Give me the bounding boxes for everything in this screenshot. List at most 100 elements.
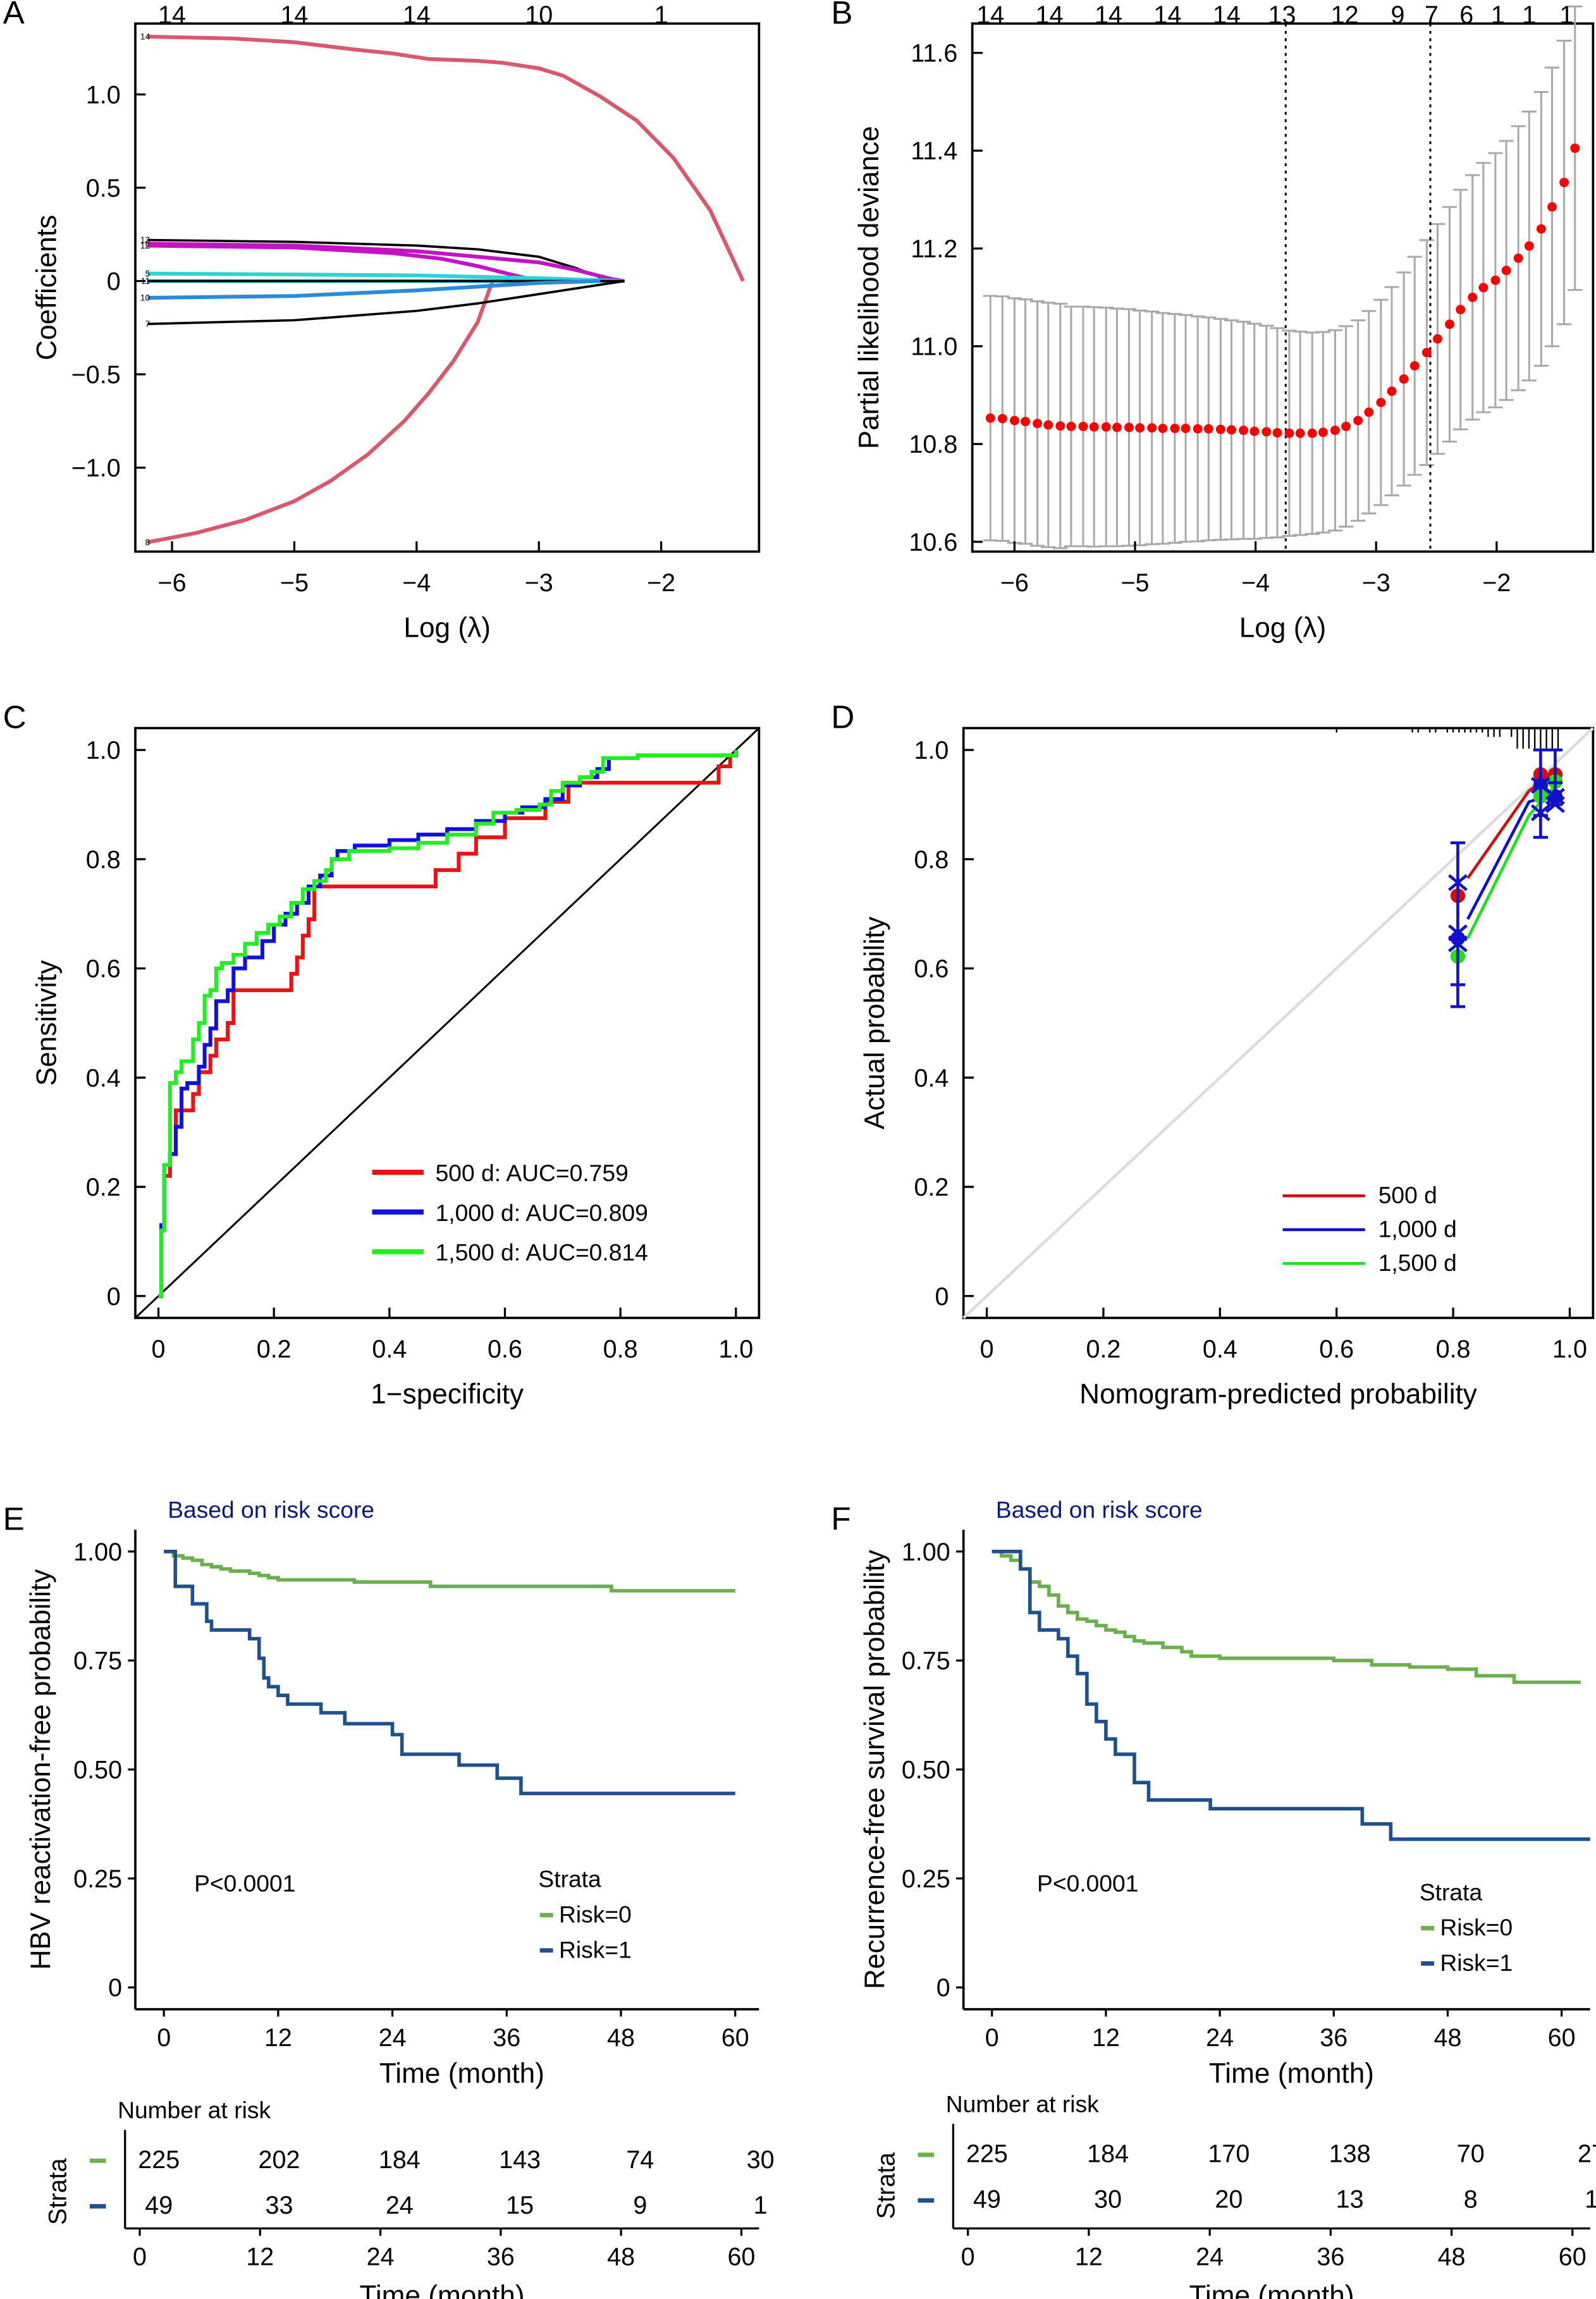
risk-count: 202 xyxy=(259,2146,300,2174)
plot-frame xyxy=(962,726,1595,1320)
deviance-point xyxy=(1066,421,1076,431)
deviance-point xyxy=(1203,424,1213,434)
top-tick-label: 12 xyxy=(1331,1,1359,29)
deviance-point xyxy=(1227,425,1236,435)
y-tick-label: 0.8 xyxy=(86,846,121,874)
x-tick-label: 60 xyxy=(721,2024,749,2052)
x-axis-title: Time (month) xyxy=(379,2058,544,2089)
deviance-point xyxy=(1021,417,1030,427)
y-tick-label: 11.4 xyxy=(911,137,957,165)
risk-x-tick-label: 24 xyxy=(367,2243,395,2271)
y-axis-title: Actual probability xyxy=(859,917,890,1130)
x-tick-label: 0 xyxy=(985,2024,999,2052)
risk-count: 225 xyxy=(138,2146,180,2174)
x-tick-label: 0.4 xyxy=(372,1335,407,1363)
risk-count: 138 xyxy=(1329,2140,1371,2168)
risk-count: 1 xyxy=(754,2192,768,2219)
x-tick-label: 0.6 xyxy=(488,1335,522,1363)
deviance-point xyxy=(1433,334,1442,344)
y-tick-label: 0.2 xyxy=(914,1174,948,1201)
deviance-point xyxy=(1147,423,1157,433)
deviance-point xyxy=(1284,428,1294,438)
x-tick-label: −5 xyxy=(1120,569,1149,597)
survival-curve xyxy=(164,1550,735,1796)
x-axis-title: 1−specificity xyxy=(371,1378,524,1409)
plot-frame xyxy=(971,22,1595,553)
risk-count: 13 xyxy=(1336,2186,1364,2214)
deviance-point xyxy=(1399,374,1409,384)
plot-subtitle: Based on risk score xyxy=(996,1497,1203,1523)
x-tick-label: −6 xyxy=(157,569,186,597)
panel-label-E: E xyxy=(3,1500,25,1536)
x-tick-label: −5 xyxy=(280,569,309,597)
risk-count: 184 xyxy=(379,2146,420,2174)
top-tick-label: 14 xyxy=(158,1,186,29)
top-tick-label: 7 xyxy=(1425,1,1439,29)
x-tick-label: −4 xyxy=(1241,569,1270,597)
deviance-point xyxy=(1033,419,1043,429)
deviance-point xyxy=(1112,422,1122,432)
plot-frame xyxy=(134,22,761,553)
risk-x-axis-title: Time (month) xyxy=(1189,2280,1354,2299)
x-tick-label: 24 xyxy=(1206,2024,1234,2052)
deviance-point xyxy=(1078,421,1088,431)
risk-count: 49 xyxy=(145,2192,173,2219)
p-value: P<0.0001 xyxy=(194,1870,295,1897)
top-tick-label: 14 xyxy=(1213,1,1241,29)
x-tick-label: 0.2 xyxy=(257,1335,292,1363)
risk-x-axis-title: Time (month) xyxy=(360,2280,525,2299)
panel-label-F: F xyxy=(831,1500,850,1536)
risk-count: 15 xyxy=(506,2192,534,2219)
top-tick-label: 14 xyxy=(1036,1,1064,29)
y-tick-label: −0.5 xyxy=(71,361,121,389)
risk-x-tick-label: 0 xyxy=(961,2243,975,2271)
deviance-point xyxy=(1376,398,1386,407)
y-tick-label: 0.75 xyxy=(902,1647,950,1675)
deviance-point xyxy=(1536,224,1546,234)
deviance-point xyxy=(1445,319,1454,329)
risk-x-tick-label: 24 xyxy=(1196,2243,1224,2271)
y-tick-label: 0.75 xyxy=(73,1647,122,1675)
legend-label: 500 d xyxy=(1378,1182,1437,1208)
x-axis-title: Log (λ) xyxy=(1239,612,1327,643)
deviance-point xyxy=(1239,426,1248,436)
top-tick-label: 14 xyxy=(1153,1,1181,29)
x-tick-label: 1.0 xyxy=(1552,1335,1587,1363)
y-tick-label: 1.0 xyxy=(86,81,121,109)
legend-label: Risk=0 xyxy=(1440,1914,1513,1940)
top-tick-label: 14 xyxy=(976,1,1004,29)
y-tick-label: 0.50 xyxy=(73,1756,122,1784)
risk-count: 184 xyxy=(1087,2140,1129,2168)
risk-count: 30 xyxy=(747,2146,775,2174)
deviance-point xyxy=(1272,428,1282,438)
diagonal-line xyxy=(134,727,760,1319)
deviance-point xyxy=(1055,421,1065,431)
x-tick-label: 0.2 xyxy=(1086,1335,1120,1363)
risk-x-tick-label: 60 xyxy=(727,2243,755,2271)
plot-subtitle: Based on risk score xyxy=(168,1497,374,1523)
risk-table-title: Number at risk xyxy=(946,2091,1099,2118)
x-axis-title: Time (month) xyxy=(1209,2058,1374,2089)
risk-count: 1 xyxy=(1585,2186,1596,2214)
x-tick-label: 0.4 xyxy=(1203,1335,1237,1363)
risk-x-tick-label: 12 xyxy=(1075,2243,1103,2271)
y-tick-label: 1.00 xyxy=(73,1538,122,1566)
deviance-point xyxy=(1135,423,1145,433)
x-tick-label: −3 xyxy=(525,569,553,597)
risk-count: 30 xyxy=(1094,2186,1122,2214)
legend-label: Risk=0 xyxy=(559,1901,632,1927)
deviance-point xyxy=(1009,415,1019,426)
coef-line-label: 14 xyxy=(140,32,150,42)
top-tick-label: 14 xyxy=(403,1,431,29)
deviance-point xyxy=(1353,415,1363,426)
x-tick-label: 0.8 xyxy=(1436,1335,1471,1363)
risk-count: 170 xyxy=(1208,2140,1249,2168)
x-tick-label: 1.0 xyxy=(718,1335,753,1363)
risk-table-title: Number at risk xyxy=(118,2097,271,2123)
reference-line xyxy=(962,726,1594,1320)
y-tick-label: 0.25 xyxy=(902,1865,950,1893)
y-axis-title: Coefficients xyxy=(31,215,62,360)
y-tick-label: 0.4 xyxy=(914,1064,948,1092)
survival-curve xyxy=(164,1550,735,1593)
